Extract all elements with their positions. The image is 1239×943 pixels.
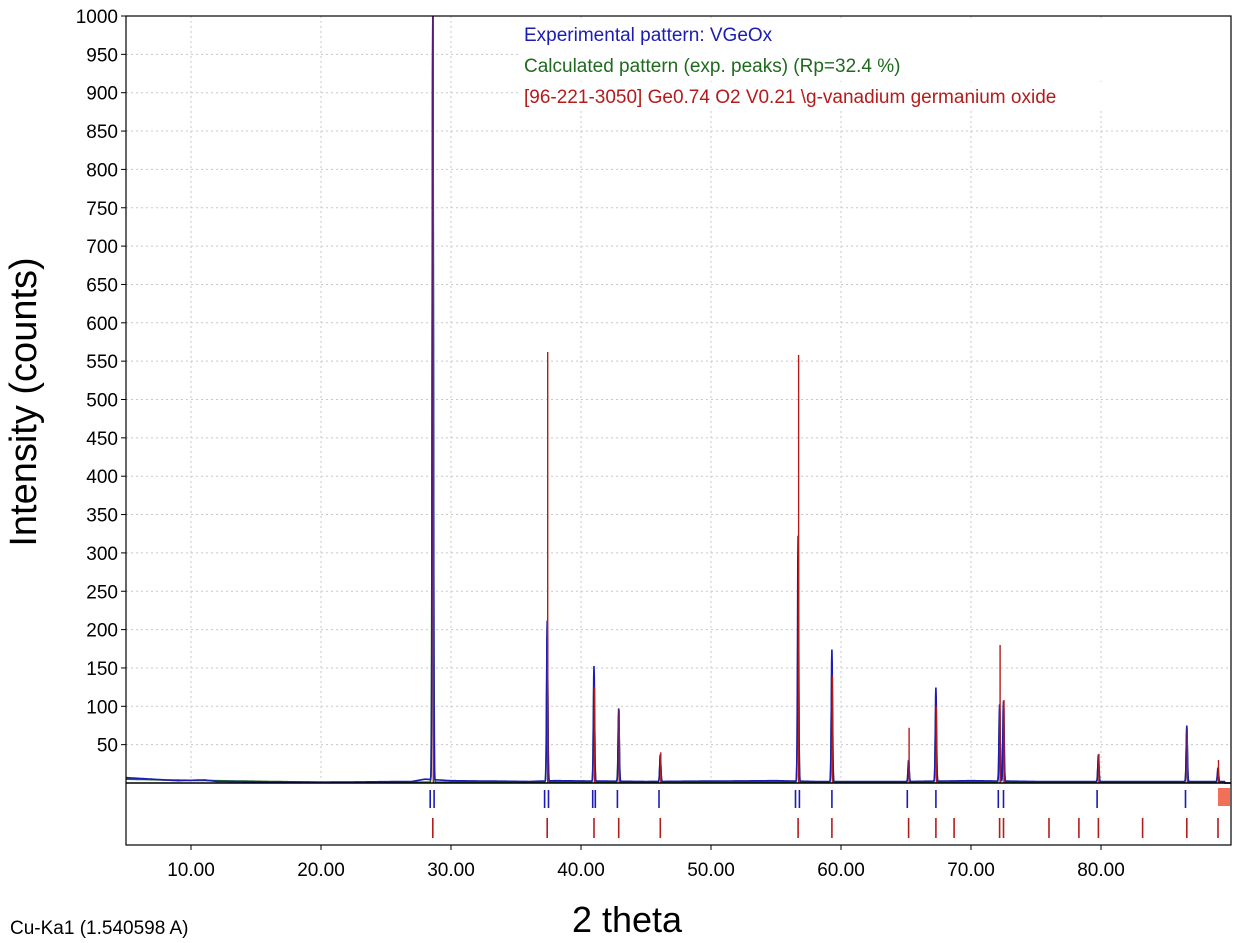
- y-tick-label: 400: [86, 467, 118, 488]
- plot-frame: [125, 15, 1232, 846]
- y-tick-label: 200: [86, 621, 118, 642]
- x-tick-label: 50.00: [687, 860, 735, 881]
- y-tick-label: 950: [86, 45, 118, 66]
- y-tick-label: 500: [86, 391, 118, 412]
- legend: Experimental pattern: VGeOx Calculated pa…: [518, 20, 1230, 110]
- y-tick-label: 300: [86, 544, 118, 565]
- x-tick-label: 20.00: [297, 860, 345, 881]
- y-tick-label: 350: [86, 506, 118, 527]
- y-tick-label: 850: [86, 122, 118, 143]
- x-tick-label: 10.00: [167, 860, 215, 881]
- x-axis-label: 2 theta: [572, 899, 683, 940]
- y-tick-label: 600: [86, 314, 118, 335]
- y-tick-labels: 50 100 150 200 250 300 350 400 450 500 550 600 650 70…: [76, 7, 118, 757]
- x-tick-label: 80.00: [1077, 860, 1125, 881]
- x-tick-label: 40.00: [557, 860, 605, 881]
- y-tick-label: 450: [86, 429, 118, 450]
- legend-bg: [518, 51, 1230, 79]
- legend-entry: Experimental pattern: VGeOx: [524, 25, 773, 46]
- grid: [126, 15, 1231, 783]
- y-tick-label: 550: [86, 352, 118, 373]
- legend-bg: [518, 82, 1230, 110]
- reference-marker-swatch: [1218, 788, 1230, 806]
- y-tick-label: 900: [86, 84, 118, 105]
- x-tick-label: 70.00: [947, 860, 995, 881]
- y-tick-label: 650: [86, 275, 118, 296]
- y-tick-label: 50: [97, 736, 118, 757]
- wavelength-note: Cu-Ka1 (1.540598 A): [10, 918, 189, 939]
- y-axis-label: Intensity (counts): [3, 257, 45, 546]
- legend-bg: [518, 20, 1230, 48]
- x-tick-label: 30.00: [427, 860, 475, 881]
- y-tick-label: 1000: [76, 7, 118, 28]
- legend-entry: [96-221-3050] Ge0.74 O2 V0.21 \g-vanadiu…: [524, 87, 1056, 108]
- axes: [121, 15, 1232, 850]
- x-tick-label: 60.00: [817, 860, 865, 881]
- y-tick-label: 100: [86, 697, 118, 718]
- legend-entry: Calculated pattern (exp. peaks) (Rp=32.4…: [524, 56, 901, 77]
- y-tick-label: 750: [86, 199, 118, 220]
- y-tick-label: 800: [86, 160, 118, 181]
- y-tick-label: 250: [86, 582, 118, 603]
- y-tick-label: 700: [86, 237, 118, 258]
- y-tick-label: 150: [86, 659, 118, 680]
- peak-tick-panel: [429, 788, 1230, 838]
- x-tick-labels: 10.00 20.00 30.00 40.00 50.00 60.00 70.00 80.00: [167, 860, 1125, 881]
